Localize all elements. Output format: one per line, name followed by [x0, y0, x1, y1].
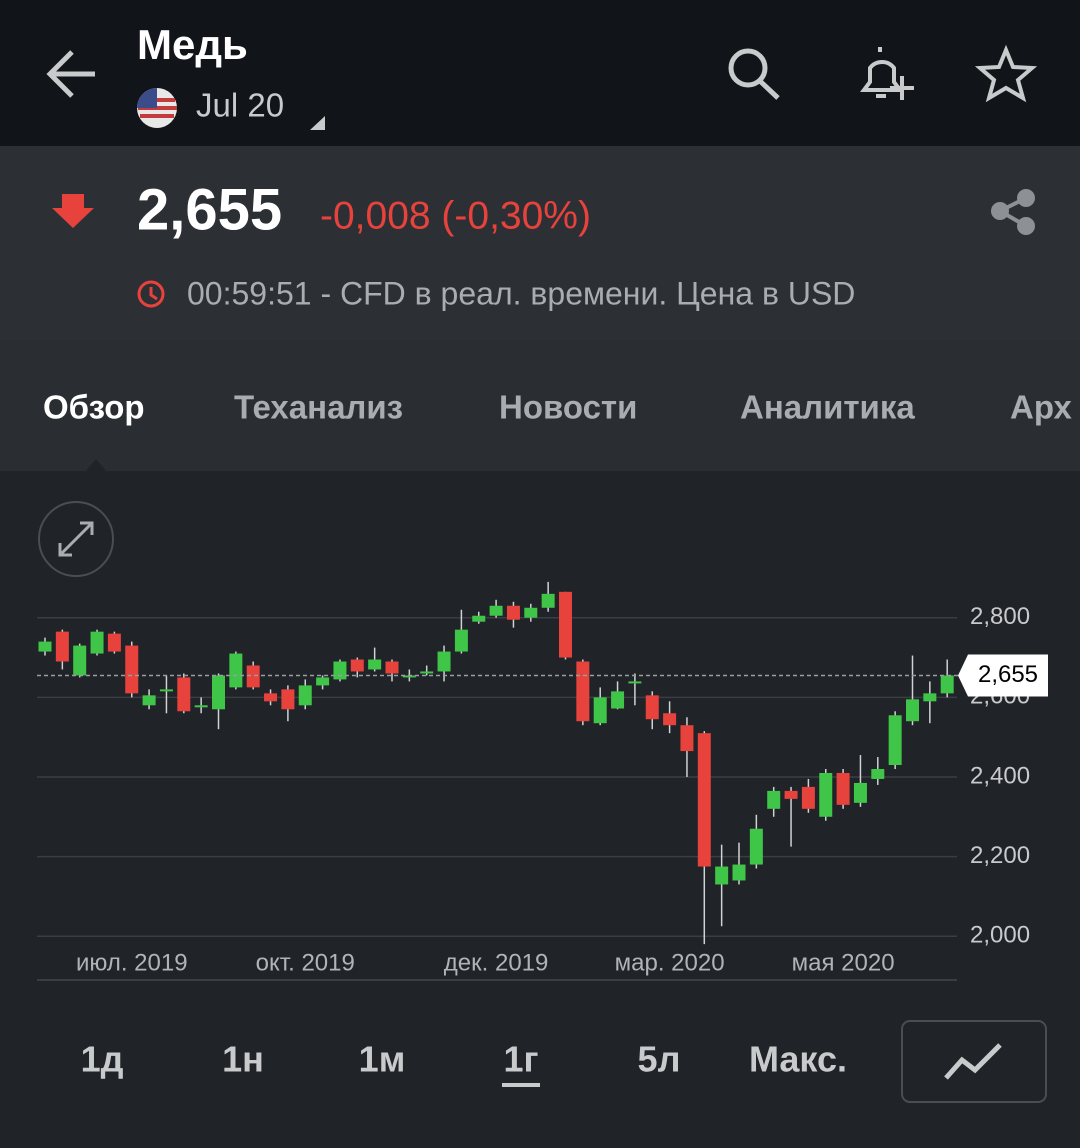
range-button[interactable]: 5л	[638, 1039, 681, 1080]
alert-button[interactable]	[860, 47, 914, 100]
range-button[interactable]: 1н	[222, 1039, 264, 1080]
y-tick-label: 2,000	[970, 922, 1030, 949]
tab[interactable]: Арх	[1010, 389, 1073, 426]
contract[interactable]: Jul 20	[196, 87, 284, 124]
price-change: -0,008 (-0,30%)	[320, 194, 591, 237]
candle-body	[437, 651, 451, 672]
down-arrow	[52, 194, 94, 228]
last-price-label: 2,655	[978, 661, 1038, 688]
range-button[interactable]: 1д	[81, 1039, 124, 1080]
tab[interactable]: Обзор	[43, 389, 145, 426]
dropdown-indicator	[310, 116, 325, 130]
candle-body	[264, 693, 278, 702]
candle-body	[767, 790, 781, 809]
candle-body	[888, 715, 902, 766]
candle-body	[454, 629, 468, 652]
candle-body	[801, 786, 815, 809]
candle-body	[611, 691, 625, 709]
candle-body	[125, 645, 139, 694]
y-tick-label: 2,400	[970, 762, 1030, 789]
candle-body	[177, 677, 191, 712]
tab[interactable]: Теханализ	[234, 389, 403, 426]
candle-body	[663, 713, 677, 726]
candle-body	[107, 633, 121, 652]
candle-body	[524, 607, 538, 618]
last-price-tag	[958, 654, 1048, 697]
candle-body	[73, 645, 87, 676]
candle-body	[38, 641, 52, 652]
candle-body	[940, 675, 954, 694]
favorite-button[interactable]	[974, 44, 1038, 103]
search-button[interactable]	[728, 48, 780, 100]
candle-body	[697, 733, 711, 867]
x-tick-label: июл. 2019	[76, 949, 188, 976]
candle-body	[576, 661, 590, 722]
candle-body	[350, 659, 364, 672]
clock-icon	[137, 280, 165, 308]
candle-body	[645, 695, 659, 720]
candle-body	[298, 685, 312, 706]
x-tick-label: мар. 2020	[615, 949, 725, 976]
candle-body	[749, 828, 763, 865]
candle-body	[593, 697, 607, 724]
candle-body	[402, 675, 416, 678]
tab-bar	[0, 340, 1080, 471]
title: Медь	[137, 21, 248, 68]
candle-body	[489, 605, 503, 616]
candle-body	[420, 671, 434, 674]
quote-panel	[0, 146, 1080, 340]
range-button[interactable]: 1м	[359, 1039, 406, 1080]
candle-body	[142, 695, 156, 706]
price: 2,655	[137, 177, 282, 242]
candle-body	[906, 699, 919, 722]
candle-body	[368, 659, 382, 670]
x-tick-label: окт. 2019	[256, 949, 355, 976]
candle-body	[159, 689, 173, 692]
candle-body	[333, 661, 347, 680]
back-button[interactable]	[46, 50, 95, 98]
candle-body	[246, 665, 260, 688]
tab[interactable]: Новости	[499, 389, 637, 426]
x-tick-label: мая 2020	[792, 949, 895, 976]
top-bar	[0, 0, 1080, 146]
candle-body	[836, 772, 850, 805]
candle-body	[472, 615, 486, 622]
candle-body	[229, 653, 243, 688]
y-tick-label: 2,200	[970, 842, 1030, 869]
status: 00:59:51 - CFD в реал. времени. Цена в U…	[187, 275, 855, 311]
candle-body	[541, 593, 555, 608]
candle-body	[715, 866, 729, 885]
candle-body	[559, 591, 572, 658]
y-tick-label: 2,800	[970, 603, 1030, 630]
candle-body	[385, 661, 399, 674]
chart-type-button[interactable]	[901, 1020, 1047, 1103]
candle-body	[90, 631, 104, 654]
candle-body	[784, 790, 798, 799]
candle-body	[281, 689, 295, 710]
tab[interactable]: Аналитика	[740, 389, 915, 426]
tab-indicator	[86, 459, 106, 471]
chart-panel	[0, 471, 1080, 1143]
range-button[interactable]: 1г	[503, 1039, 538, 1080]
flag	[137, 88, 177, 128]
expand-button[interactable]	[38, 501, 114, 577]
candle-body	[732, 864, 746, 881]
candle-body	[212, 675, 225, 710]
range-button[interactable]: Макс.	[749, 1039, 847, 1080]
candle-body	[853, 782, 867, 803]
candle-body	[680, 725, 694, 752]
candle-body	[871, 769, 885, 779]
candle-body	[55, 631, 69, 662]
candle-body	[506, 605, 520, 620]
candle-body	[923, 693, 937, 702]
candle-body	[819, 772, 833, 817]
candle-body	[316, 677, 330, 686]
x-tick-label: дек. 2019	[444, 949, 549, 976]
share-button[interactable]	[991, 189, 1035, 235]
candle-body	[194, 705, 208, 708]
candle-body	[628, 681, 642, 684]
